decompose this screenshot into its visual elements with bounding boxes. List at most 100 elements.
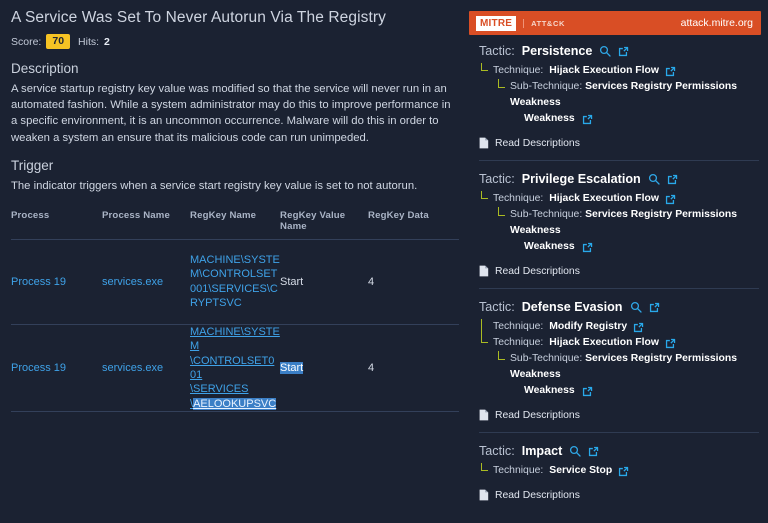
technique-row[interactable]: Technique: Hijack Execution Flow — [479, 335, 761, 351]
mitre-url[interactable]: attack.mitre.org — [680, 17, 753, 29]
document-icon — [479, 265, 489, 277]
tactic-header: Tactic: Persistence — [479, 44, 761, 58]
read-descriptions-button[interactable]: Read Descriptions — [479, 137, 761, 149]
sub-technique-group: Sub-Technique: Services Registry Permiss… — [479, 351, 761, 383]
mitre-brand-label: ATT&CK — [523, 18, 565, 28]
sub-technique-row[interactable]: Sub-Technique: Services Registry Permiss… — [496, 351, 761, 383]
table-header-divider — [11, 238, 459, 240]
read-descriptions-button[interactable]: Read Descriptions — [479, 265, 761, 277]
description-text: A service startup registry key value was… — [11, 83, 451, 144]
table-row-divider — [11, 323, 459, 325]
technique-label: Technique: — [493, 65, 544, 76]
column-header-regkey-value-name: RegKey Value Name — [280, 209, 346, 232]
technique-group: Technique: Modify Registry Technique: Hijac… — [479, 319, 761, 351]
trigger-heading: Trigger — [11, 157, 54, 173]
regkey-name-link[interactable]: MACHINE\SYSTE M \CONTROLSET001 \SERVICES… — [190, 325, 280, 411]
search-icon[interactable] — [648, 173, 660, 185]
technique-group: Technique: Service Stop — [479, 463, 761, 479]
weakness-row: Weakness — [479, 383, 761, 399]
technique-name: Hijack Execution Flow — [549, 337, 659, 348]
alert-detail-panel: A Service Was Set To Never Autorun Via T… — [11, 9, 459, 413]
sub-technique-row[interactable]: Sub-Technique: Services Registry Permiss… — [496, 79, 761, 111]
regkey-name-part: M — [190, 340, 200, 353]
tactic-name: Privilege Escalation — [521, 172, 641, 186]
document-icon — [479, 409, 489, 421]
external-link-icon[interactable] — [665, 194, 676, 205]
external-link-icon[interactable] — [618, 46, 629, 57]
regkey-name-link[interactable]: MACHINE\SYSTEM\CONTROLSET001\SERVICES\CR… — [190, 254, 280, 310]
tactic-separator — [479, 432, 759, 433]
read-descriptions-button[interactable]: Read Descriptions — [479, 409, 761, 421]
technique-row[interactable]: Technique: Hijack Execution Flow — [479, 191, 761, 207]
regkey-value-name-selected: Start — [280, 362, 304, 375]
external-link-icon[interactable] — [667, 174, 678, 185]
tactic-name: Defense Evasion — [521, 300, 623, 314]
weakness-label: Weakness — [524, 241, 575, 252]
tactic-separator — [479, 160, 759, 161]
read-descriptions-label: Read Descriptions — [495, 137, 580, 149]
tactic-block: Tactic: Persistence Technique: Hijack Execu… — [462, 44, 768, 149]
hits-label: Hits: — [78, 35, 100, 48]
external-link-icon[interactable] — [649, 302, 660, 313]
regkey-data: 4 — [368, 275, 375, 288]
technique-name: Service Stop — [549, 465, 613, 476]
external-link-icon[interactable] — [582, 114, 593, 125]
regkey-name-part: MACHINE\SYSTE — [190, 325, 280, 338]
external-link-icon[interactable] — [582, 242, 593, 253]
technique-row[interactable]: Technique: Modify Registry — [479, 319, 761, 335]
external-link-icon[interactable] — [582, 386, 593, 397]
table-bottom-divider — [11, 411, 459, 413]
score-badge: 70 — [46, 34, 71, 49]
mitre-attack-panel: MITRE ATT&CK attack.mitre.org Tactic: Per… — [462, 0, 768, 523]
events-table: Process Process Name RegKey Name RegKey … — [11, 209, 459, 413]
search-icon[interactable] — [599, 45, 612, 57]
process-name-link[interactable]: services.exe — [102, 275, 164, 288]
read-descriptions-label: Read Descriptions — [495, 265, 580, 277]
table-row: Process 19 services.exe MACHINE\SYSTEM\C… — [11, 240, 459, 324]
technique-label: Technique: — [493, 321, 544, 332]
read-descriptions-label: Read Descriptions — [495, 489, 580, 501]
tree-connector — [481, 191, 488, 199]
column-header-process-name: Process Name — [102, 209, 170, 221]
read-descriptions-label: Read Descriptions — [495, 409, 580, 421]
technique-label: Technique: — [493, 337, 544, 348]
weakness-row: Weakness — [479, 239, 761, 255]
hits-value: 2 — [104, 35, 110, 48]
document-icon — [479, 489, 489, 501]
search-icon[interactable] — [569, 445, 581, 457]
table-row: Process 19 services.exe MACHINE\SYSTE M … — [11, 325, 459, 411]
tactic-label: Tactic: — [479, 300, 515, 314]
sub-technique-group: Sub-Technique: Services Registry Permiss… — [479, 207, 761, 239]
sub-technique-name: Services Registry Permissions Weakness — [510, 209, 738, 236]
search-icon[interactable] — [630, 301, 642, 313]
process-link[interactable]: Process 19 — [11, 362, 67, 375]
tactic-block: Tactic: Privilege Escalation Technique: Hij… — [462, 172, 768, 277]
external-link-icon[interactable] — [665, 338, 676, 349]
technique-name: Hijack Execution Flow — [549, 65, 659, 76]
process-name-link[interactable]: services.exe — [102, 362, 164, 375]
technique-name: Hijack Execution Flow — [549, 193, 659, 204]
sub-technique-name: Services Registry Permissions Weakness — [510, 81, 738, 108]
sub-technique-label: Sub-Technique: — [510, 353, 583, 364]
weakness-label: Weakness — [524, 113, 575, 124]
sub-technique-label: Sub-Technique: — [510, 81, 583, 92]
process-link[interactable]: Process 19 — [11, 275, 67, 288]
tactic-block: Tactic: Impact Technique: Service Stop Read … — [462, 444, 768, 501]
tree-connector — [498, 207, 505, 216]
external-link-icon[interactable] — [588, 446, 599, 457]
sub-technique-row[interactable]: Sub-Technique: Services Registry Permiss… — [496, 207, 761, 239]
external-link-icon[interactable] — [618, 466, 629, 477]
external-link-icon[interactable] — [665, 66, 676, 77]
external-link-icon[interactable] — [633, 322, 644, 333]
tree-connector — [481, 319, 488, 343]
technique-row[interactable]: Technique: Hijack Execution Flow — [479, 63, 761, 79]
column-header-process: Process — [11, 209, 50, 221]
technique-row[interactable]: Technique: Service Stop — [479, 463, 761, 479]
sub-technique-name: Services Registry Permissions Weakness — [510, 353, 738, 380]
mitre-banner: MITRE ATT&CK attack.mitre.org — [469, 11, 761, 35]
technique-label: Technique: — [493, 465, 544, 476]
read-descriptions-button[interactable]: Read Descriptions — [479, 489, 761, 501]
mitre-logo: MITRE — [476, 15, 517, 31]
regkey-data: 4 — [368, 362, 375, 375]
